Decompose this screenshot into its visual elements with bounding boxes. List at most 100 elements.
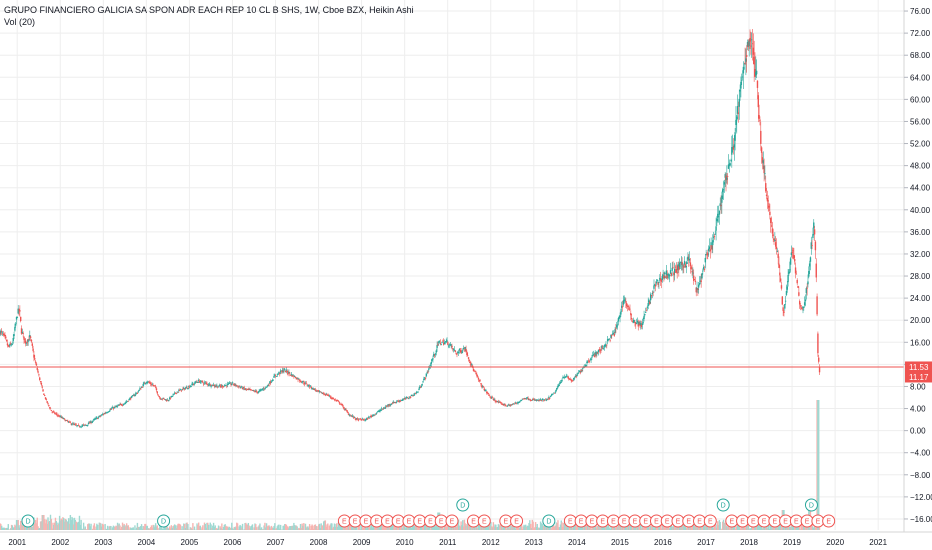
earnings-marker[interactable]: E [402,514,416,528]
earnings-marker[interactable]: E [660,514,674,528]
earnings-marker[interactable]: E [596,514,610,528]
candle-body [331,398,333,399]
volume-bar [119,525,121,530]
volume-bar [152,524,154,530]
candle-body [542,399,544,401]
earnings-marker[interactable]: E [757,514,771,528]
dividend-marker[interactable]: D [157,514,171,528]
candle-body [321,392,323,394]
earnings-marker[interactable]: E [359,514,373,528]
earnings-marker[interactable]: E [370,514,384,528]
volume-bar [137,526,139,530]
event-markers[interactable]: E E E E E E E E E E E E E E E E E E E E E E E E E E E E E E E E E E E E E E ED… [21,498,836,528]
earnings-marker[interactable]: E [811,514,825,528]
candle-body [214,386,216,387]
candle-body [20,328,23,334]
earnings-marker[interactable]: E [337,514,351,528]
volume-bar [370,526,372,530]
volume-bar [375,525,378,530]
volume-bar [7,524,9,530]
volume-bar [169,528,172,530]
earnings-marker[interactable]: E [682,514,696,528]
dividend-marker[interactable]: D [716,498,730,512]
earnings-marker[interactable]: E [789,514,803,528]
earnings-marker[interactable]: E [736,514,750,528]
earnings-marker[interactable]: E [380,514,394,528]
earnings-marker[interactable]: E [423,514,437,528]
earnings-marker-label: E [579,519,584,526]
volume-bar [200,529,202,530]
dividend-marker[interactable]: D [21,514,35,528]
volume-bar [384,526,386,530]
earnings-marker[interactable]: E [628,514,642,528]
volume-bar [239,524,241,530]
earnings-marker[interactable]: E [563,514,577,528]
earnings-marker[interactable]: E [617,514,631,528]
volume-bar [5,527,8,530]
candle-body [129,398,131,399]
volume-bar [46,523,48,530]
earnings-marker[interactable]: E [585,514,599,528]
earnings-marker[interactable]: E [779,514,793,528]
earnings-marker[interactable]: E [574,514,588,528]
volume-bar [401,528,404,530]
candle-body [676,272,678,274]
earnings-marker[interactable]: E [510,514,524,528]
earnings-marker[interactable]: E [671,514,685,528]
earnings-marker[interactable]: E [725,514,739,528]
volume-bar [321,525,323,530]
earnings-marker[interactable]: E [477,514,491,528]
volume-bar [705,525,707,530]
earnings-marker[interactable]: E [746,514,760,528]
earnings-marker[interactable]: E [391,514,405,528]
candle-body [86,424,88,426]
candle-body [559,382,562,384]
candle-body [507,404,509,406]
candle-body [237,386,240,388]
earnings-marker[interactable]: E [467,514,481,528]
earnings-marker[interactable]: E [649,514,663,528]
candle-body [469,361,471,364]
volume-bar [657,526,659,530]
candle-body [523,398,525,400]
earnings-marker[interactable]: E [822,514,836,528]
earnings-marker-label: E [826,519,831,526]
volume-bar [197,522,200,530]
candle-body [770,225,773,227]
candle-body [492,398,495,400]
earnings-marker-label: E [697,519,702,526]
volume-bar [466,524,468,530]
earnings-marker[interactable]: E [703,514,717,528]
candle-body [26,342,29,344]
candle-body [790,252,793,256]
candle-body [589,359,591,361]
volume-bar [585,521,587,530]
earnings-marker[interactable]: E [606,514,620,528]
price-axis[interactable]: 76.0072.0068.0064.0060.0056.0052.0048.00… [903,0,932,550]
dividend-marker[interactable]: D [456,498,470,512]
volume-bar [95,526,97,530]
earnings-marker[interactable]: E [348,514,362,528]
earnings-marker[interactable]: E [693,514,707,528]
earnings-marker[interactable]: E [800,514,814,528]
earnings-marker[interactable]: E [639,514,653,528]
earnings-marker[interactable]: E [499,514,513,528]
volume-bar [594,523,596,530]
volume-bar [693,525,696,530]
dividend-marker[interactable]: D [804,498,818,512]
time-axis[interactable]: 2001 2002 2003 2004 2005 2006 2007 2008 2009 2010… [0,531,932,550]
volume-bar [186,522,188,530]
earnings-marker-label: E [407,519,412,526]
earnings-marker[interactable]: E [445,514,459,528]
volume-bar [394,525,396,530]
volume-bar [780,524,783,530]
earnings-marker[interactable]: E [413,514,427,528]
candle-body [201,380,203,382]
dividend-marker[interactable]: D [542,514,556,528]
earnings-marker[interactable]: E [768,514,782,528]
volume-bar [717,524,720,530]
earnings-marker[interactable]: E [434,514,448,528]
candle-body [640,323,642,325]
volume-bar [300,527,303,530]
